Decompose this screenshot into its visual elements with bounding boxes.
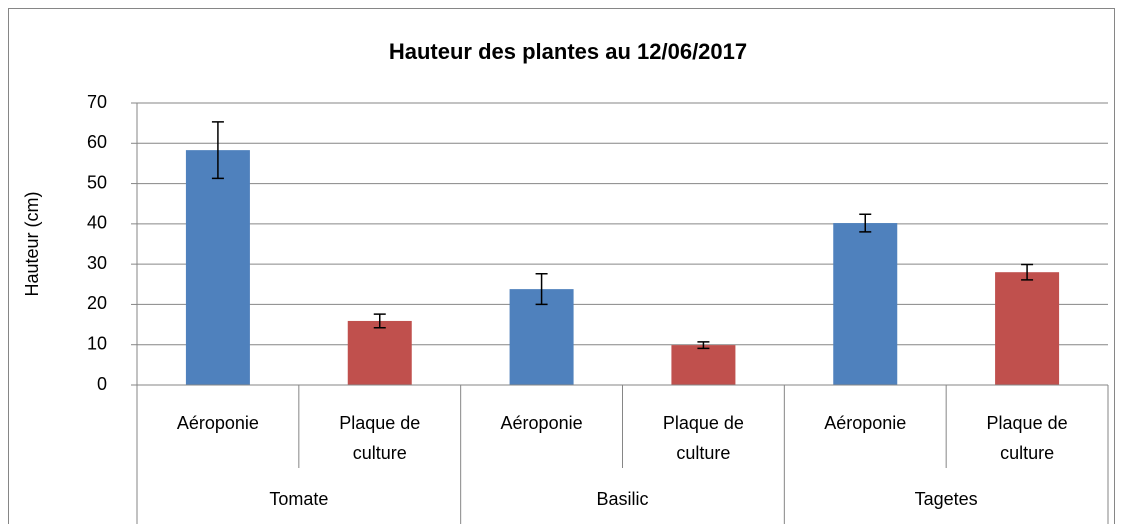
y-tick-label: 60 bbox=[87, 132, 107, 152]
y-axis-label: Hauteur (cm) bbox=[22, 191, 42, 296]
error-bar bbox=[859, 213, 872, 233]
x-tick-label: Plaque de culture bbox=[986, 413, 1068, 463]
y-tick-label: 40 bbox=[87, 213, 107, 233]
y-tick-label: 70 bbox=[87, 92, 107, 112]
error-bar bbox=[373, 313, 386, 329]
y-tick-label: 0 bbox=[97, 374, 107, 394]
x-tick-label: Aéroponie bbox=[176, 413, 259, 433]
y-tick-label: 50 bbox=[87, 172, 107, 192]
bar bbox=[995, 272, 1060, 385]
y-tick-label: 10 bbox=[87, 333, 107, 353]
bar bbox=[833, 223, 898, 385]
bar bbox=[671, 345, 736, 385]
group-label: Tagetes bbox=[915, 489, 978, 509]
bar bbox=[347, 320, 412, 385]
group-label: Tomate bbox=[269, 489, 328, 509]
y-tick-label: 20 bbox=[87, 293, 107, 313]
chart-title: Hauteur des plantes au 12/06/2017 bbox=[389, 39, 747, 64]
x-tick-label: Aéroponie bbox=[500, 413, 583, 433]
bar bbox=[185, 150, 250, 385]
error-bar bbox=[697, 341, 710, 350]
error-bar bbox=[535, 273, 548, 306]
chart-border bbox=[8, 8, 1115, 524]
x-tick-label: Plaque de culture bbox=[662, 413, 744, 463]
group-label: Basilic bbox=[596, 489, 648, 509]
x-tick-label: Aéroponie bbox=[824, 413, 907, 433]
error-bar bbox=[211, 121, 224, 180]
error-bar bbox=[1021, 263, 1034, 281]
x-tick-label: Plaque de culture bbox=[339, 413, 421, 463]
y-tick-label: 30 bbox=[87, 253, 107, 273]
